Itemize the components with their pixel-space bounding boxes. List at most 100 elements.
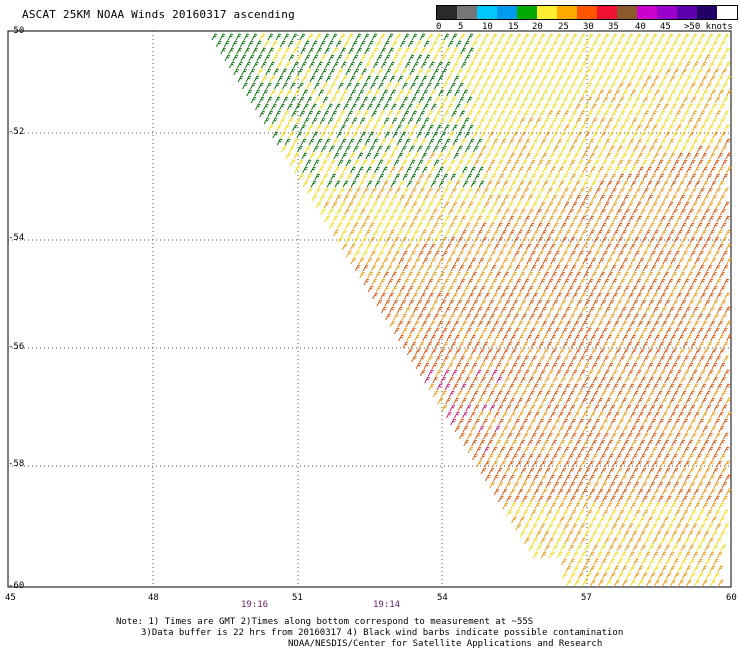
wind-barb [442,96,449,104]
wind-barb [523,33,530,41]
wind-barb [449,313,455,321]
wind-barb [532,215,539,223]
wind-barb [388,138,395,146]
wind-barb [302,166,308,174]
wind-barb [725,61,731,69]
wind-barb [530,250,536,258]
wind-barb [680,54,687,62]
wind-barb [589,397,596,405]
wind-barb [406,257,413,265]
wind-barb [458,341,465,349]
wind-barb [527,103,533,111]
wind-barb [579,446,586,454]
wind-barb [613,75,620,83]
wind-barb [724,292,730,300]
wind-barb [553,236,560,244]
wind-barb [526,348,533,356]
wind-barb [539,278,546,286]
wind-barb [532,124,538,132]
wind-barb [398,180,405,188]
wind-barb [339,201,346,209]
wind-barb [619,523,626,531]
wind-barb [420,215,427,223]
wind-barb [548,215,555,223]
wind-barb [562,418,569,426]
wind-barb [676,306,683,314]
wind-barb [704,467,711,475]
wind-barb [687,194,694,202]
wind-barb [525,152,532,160]
wind-barb [709,152,716,160]
wind-barb [266,96,273,104]
wind-barb [410,250,416,258]
wind-barb [426,96,433,104]
wind-barb [683,110,690,118]
wind-barb [613,152,620,160]
wind-barb [566,180,573,188]
wind-barb [615,285,622,293]
wind-barb [601,481,608,489]
wind-barb [595,278,602,286]
wind-barb [342,166,348,174]
wind-barb [354,82,360,90]
wind-barb [318,180,325,188]
wind-barb [587,110,594,118]
wind-barb [612,138,619,146]
wind-barb [560,131,567,139]
wind-barb [357,61,363,69]
wind-barb [279,40,286,48]
wind-barb [460,47,467,55]
wind-barb [469,75,476,83]
wind-barb [666,495,672,503]
wind-barb [688,131,695,139]
wind-barb [714,264,721,272]
wind-barb [696,390,703,398]
wind-barb [673,572,680,580]
wind-barb [385,68,392,76]
wind-barb [509,229,515,237]
wind-barb [302,89,309,97]
wind-barb [525,488,532,496]
wind-barb [619,278,626,286]
wind-barb [502,502,509,510]
wind-barb [511,194,518,202]
wind-barb [519,103,525,111]
wind-barb [449,68,456,76]
wind-barb [339,33,346,41]
wind-barb [346,82,352,90]
wind-barb [687,40,694,48]
wind-barb [535,362,542,370]
wind-barb [531,369,538,377]
wind-barb [703,194,710,202]
wind-barb [535,439,542,447]
wind-barb [492,306,499,314]
wind-barb [239,40,246,48]
wind-barb [612,47,619,55]
wind-barb [545,404,552,412]
wind-barb [581,565,588,573]
wind-barb [632,376,639,384]
wind-barb [621,488,628,496]
wind-barb [493,243,500,251]
wind-barb [450,418,457,426]
wind-barb [703,117,710,125]
wind-barb [345,159,352,167]
wind-barb [722,82,728,90]
wind-barb [595,201,602,209]
wind-barb [547,432,553,440]
wind-barb [693,152,700,160]
wind-barb [315,201,322,209]
wind-barb [310,180,317,188]
wind-barb [556,537,562,545]
wind-barb [594,264,601,272]
wind-barb [515,369,522,377]
wind-barb [699,201,706,209]
wind-barb [674,82,680,90]
wind-barb [622,348,629,356]
wind-barb [699,369,706,377]
wind-barb [659,355,665,363]
wind-barb [425,236,432,244]
wind-barb [407,194,414,202]
wind-barb [653,75,660,83]
wind-barb [516,138,523,146]
